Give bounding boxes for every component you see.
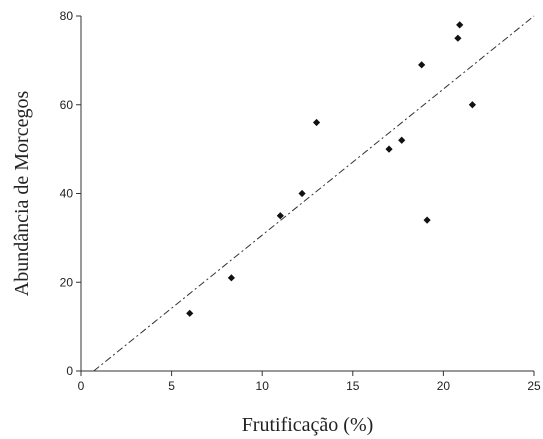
y-tick-label: 60: [60, 98, 74, 112]
y-tick-label: 20: [60, 275, 74, 289]
data-point: [385, 145, 393, 153]
data-point: [276, 212, 284, 220]
data-point: [468, 101, 476, 109]
x-axis: 0 5 10 15 20 25: [78, 370, 541, 393]
data-point: [418, 61, 426, 69]
data-point: [227, 274, 235, 282]
x-tick-label: 5: [168, 379, 175, 393]
data-point: [398, 136, 406, 144]
x-tick-label: 20: [437, 379, 451, 393]
data-points: [186, 21, 476, 317]
data-point: [186, 309, 194, 317]
y-tick-label: 0: [66, 364, 73, 378]
x-axis-title: Frutificação (%): [242, 414, 374, 436]
data-point: [456, 21, 464, 29]
data-point: [423, 216, 431, 224]
x-tick-label: 15: [346, 379, 360, 393]
y-tick-label: 40: [60, 187, 74, 201]
data-point: [454, 34, 462, 42]
data-point: [298, 189, 306, 198]
trend-line: [93, 15, 535, 372]
x-tick-label: 0: [78, 379, 85, 393]
data-point: [312, 118, 321, 127]
y-tick-label: 80: [60, 9, 74, 23]
trend-line-group: [93, 15, 535, 372]
y-axis: 0 20 40 60 80: [60, 9, 82, 378]
x-tick-label: 25: [527, 379, 541, 393]
y-axis-title: Abundância de Morcegos: [11, 91, 33, 297]
x-tick-label: 10: [256, 379, 270, 393]
